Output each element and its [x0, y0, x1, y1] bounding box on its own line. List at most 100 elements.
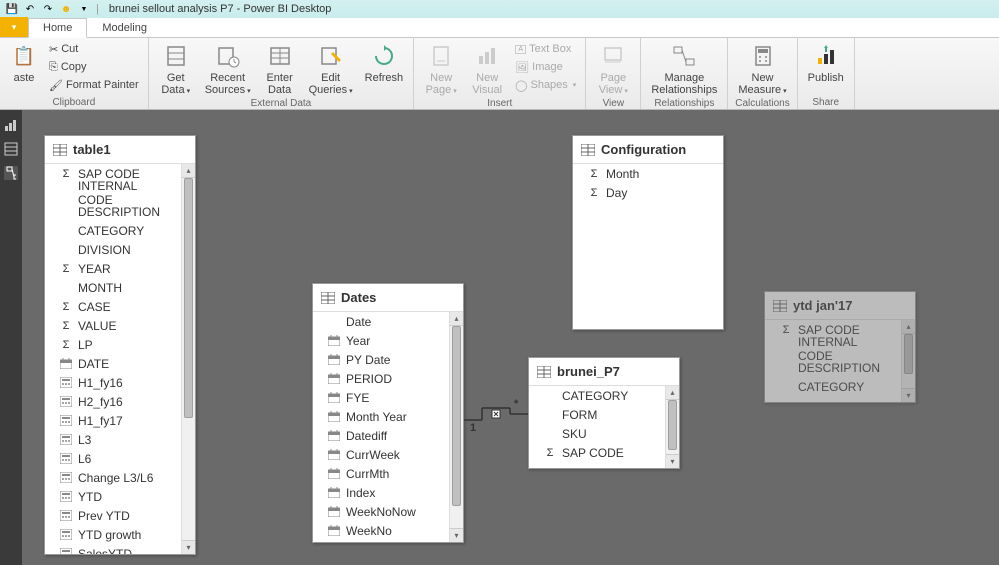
- field-row[interactable]: Month Year: [313, 407, 449, 426]
- enter-data-button[interactable]: EnterData: [259, 40, 301, 98]
- scrollbar[interactable]: ▴ ▾: [665, 386, 679, 468]
- qat-dropdown-icon[interactable]: ▼: [76, 1, 92, 17]
- undo-icon[interactable]: ↶: [22, 1, 38, 17]
- redo-icon[interactable]: ↷: [40, 1, 56, 17]
- field-row[interactable]: H1_fy16: [45, 373, 181, 392]
- scrollbar[interactable]: ▴ ▾: [901, 320, 915, 402]
- table-card-ytd-jan17[interactable]: ytd jan'17 SAP CODEINTERNAL CODEDESCRIPT…: [764, 291, 916, 403]
- field-row[interactable]: FYE: [313, 388, 449, 407]
- field-row[interactable]: L6: [45, 449, 181, 468]
- field-row[interactable]: H1_fy17: [45, 411, 181, 430]
- field-row[interactable]: Datediff: [313, 426, 449, 445]
- scroll-down-icon[interactable]: ▾: [182, 540, 195, 554]
- field-row[interactable]: CurrMth: [313, 464, 449, 483]
- field-row[interactable]: PY Date: [313, 350, 449, 369]
- field-row[interactable]: H2_fy16: [45, 392, 181, 411]
- scroll-thumb[interactable]: [184, 178, 193, 418]
- image-button[interactable]: 🖼Image: [512, 58, 579, 76]
- scrollbar[interactable]: ▴ ▾: [181, 164, 195, 554]
- calc-field-icon: [59, 472, 73, 484]
- field-row[interactable]: LP: [45, 335, 181, 354]
- scroll-down-icon[interactable]: ▾: [666, 454, 679, 468]
- format-painter-button[interactable]: 🖌Format Painter: [46, 76, 142, 94]
- field-row[interactable]: Date: [313, 312, 449, 331]
- field-row[interactable]: PERIOD: [313, 369, 449, 388]
- new-measure-button[interactable]: NewMeasure▾: [734, 40, 790, 98]
- field-row[interactable]: WeekNoNow: [313, 502, 449, 521]
- scroll-up-icon[interactable]: ▴: [450, 312, 463, 326]
- save-icon[interactable]: 💾: [4, 1, 20, 17]
- table-header[interactable]: table1: [45, 136, 195, 164]
- field-row[interactable]: SKU: [529, 424, 665, 443]
- field-row[interactable]: FORM: [529, 405, 665, 424]
- field-row[interactable]: L3: [45, 430, 181, 449]
- tab-home[interactable]: Home: [28, 18, 87, 38]
- edit-queries-button[interactable]: EditQueries▾: [305, 40, 357, 98]
- field-row[interactable]: CATEGORY: [765, 377, 901, 396]
- field-row[interactable]: Day: [573, 183, 723, 202]
- field-row[interactable]: VALUE: [45, 316, 181, 335]
- field-row[interactable]: Index: [313, 483, 449, 502]
- scroll-down-icon[interactable]: ▾: [450, 528, 463, 542]
- field-row[interactable]: DATE: [45, 354, 181, 373]
- table-card-table1[interactable]: table1 SAP CODEINTERNAL CODEDESCRIPTIONC…: [44, 135, 196, 555]
- data-view-icon[interactable]: [4, 142, 18, 156]
- scroll-down-icon[interactable]: ▾: [902, 388, 915, 402]
- field-list[interactable]: SAP CODEINTERNAL CODEDESCRIPTIONCATEGORY…: [45, 164, 181, 554]
- table-card-brunei-p7[interactable]: brunei_P7 CATEGORYFORMSKUSAP CODE ▴ ▾: [528, 357, 680, 469]
- text-box-button[interactable]: AText Box: [512, 40, 579, 58]
- table-card-configuration[interactable]: Configuration MonthDay: [572, 135, 724, 330]
- field-row[interactable]: MONTH: [45, 278, 181, 297]
- cut-button[interactable]: ✂Cut: [46, 40, 142, 58]
- table-card-dates[interactable]: Dates DateYearPY DatePERIODFYEMonth Year…: [312, 283, 464, 543]
- field-row[interactable]: CATEGORY: [529, 386, 665, 405]
- table-header[interactable]: ytd jan'17: [765, 292, 915, 320]
- field-row[interactable]: INTERNAL CODE: [45, 183, 181, 202]
- paste-button[interactable]: 📋 aste: [6, 40, 42, 86]
- field-row[interactable]: CurrWeek: [313, 445, 449, 464]
- field-list[interactable]: MonthDay: [573, 164, 723, 329]
- model-canvas[interactable]: table1 SAP CODEINTERNAL CODEDESCRIPTIONC…: [22, 110, 999, 565]
- table-header[interactable]: Dates: [313, 284, 463, 312]
- scroll-thumb[interactable]: [668, 400, 677, 450]
- get-data-button[interactable]: GetData▾: [155, 40, 197, 98]
- field-list[interactable]: SAP CODEINTERNAL CODEDESCRIPTIONCATEGORY: [765, 320, 901, 402]
- field-row[interactable]: WeekNo: [313, 521, 449, 540]
- model-view-icon[interactable]: [4, 166, 18, 180]
- publish-button[interactable]: Publish: [804, 40, 848, 86]
- tab-modeling[interactable]: Modeling: [87, 18, 162, 37]
- field-row[interactable]: Month: [573, 164, 723, 183]
- field-row[interactable]: SAP CODE: [529, 443, 665, 462]
- scroll-thumb[interactable]: [452, 326, 461, 506]
- field-row[interactable]: SalesYTD: [45, 544, 181, 554]
- scroll-up-icon[interactable]: ▴: [902, 320, 915, 334]
- field-row[interactable]: Change L3/L6: [45, 468, 181, 487]
- field-row[interactable]: INTERNAL CODE: [765, 339, 901, 358]
- scroll-up-icon[interactable]: ▴: [666, 386, 679, 400]
- recent-sources-button[interactable]: RecentSources▾: [201, 40, 255, 98]
- copy-button[interactable]: ⎘Copy: [46, 58, 142, 76]
- scrollbar[interactable]: ▴ ▾: [449, 312, 463, 542]
- field-row[interactable]: YEAR: [45, 259, 181, 278]
- smiley-icon[interactable]: ☻: [58, 1, 74, 17]
- table-icon: [581, 144, 595, 156]
- shapes-button[interactable]: ◯Shapes▾: [512, 76, 579, 94]
- manage-relationships-button[interactable]: ManageRelationships: [647, 40, 721, 98]
- field-name: YTD: [78, 490, 102, 504]
- scroll-up-icon[interactable]: ▴: [182, 164, 195, 178]
- scroll-thumb[interactable]: [904, 334, 913, 374]
- field-row[interactable]: CATEGORY: [45, 221, 181, 240]
- field-row[interactable]: Year: [313, 331, 449, 350]
- table-header[interactable]: Configuration: [573, 136, 723, 164]
- field-row[interactable]: Prev YTD: [45, 506, 181, 525]
- field-row[interactable]: YTD: [45, 487, 181, 506]
- field-list[interactable]: CATEGORYFORMSKUSAP CODE: [529, 386, 665, 468]
- field-row[interactable]: DIVISION: [45, 240, 181, 259]
- table-header[interactable]: brunei_P7: [529, 358, 679, 386]
- file-tab[interactable]: ▾: [0, 17, 28, 37]
- field-row[interactable]: CASE: [45, 297, 181, 316]
- field-row[interactable]: YTD growth: [45, 525, 181, 544]
- refresh-button[interactable]: Refresh: [361, 40, 408, 86]
- field-list[interactable]: DateYearPY DatePERIODFYEMonth YearDatedi…: [313, 312, 449, 542]
- report-view-icon[interactable]: [4, 118, 18, 132]
